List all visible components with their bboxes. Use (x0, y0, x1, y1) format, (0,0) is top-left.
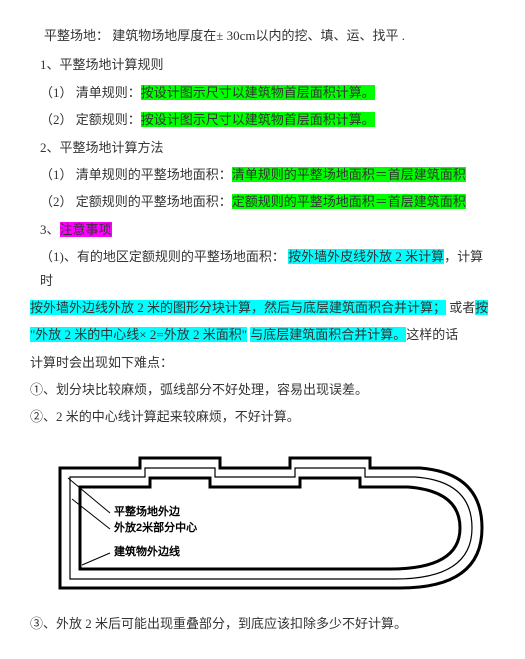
heading-3-prefix: 3、 (40, 222, 60, 237)
note-2a: 按外墙外边线外放 2 米的图形分块计算， (30, 300, 264, 315)
note-2c: 或者 (446, 300, 475, 315)
title-prefix: 平整场地： (44, 28, 109, 43)
note-2b: 然后与底层建筑面积合并计算； (264, 300, 446, 315)
note-line-6: ②、2 米的中心线计算起来较麻烦，不好计算。 (30, 405, 495, 428)
note-3b: 与底层建筑面积合并计算。 (250, 327, 406, 342)
rule-1-2-highlight: 按设计图示尺寸以建筑物首层面积计算。 (141, 112, 375, 127)
label-outer: 平整场地外边 (114, 504, 181, 518)
diagram: 平整场地外边 外放2米部分中心 建筑物外边线 (50, 443, 495, 598)
rule-2-2-prefix: （2） 定额规则的平整场地面积： (40, 194, 232, 209)
leader-center (72, 499, 110, 529)
note-line-end: ③、外放 2 米后可能出现重叠部分，到底应该扣除多少不好计算。 (30, 612, 495, 635)
note-1b: 按外墙外皮线外放 2 米计算 (288, 249, 444, 264)
label-center: 外放2米部分中心 (113, 520, 197, 534)
rule-2-1-prefix: （1） 清单规则的平整场地面积： (40, 167, 232, 182)
heading-3: 3、注意事项 (30, 218, 495, 241)
note-3a: "外放 2 米的中心线× 2=外放 2 米面积" (30, 327, 247, 342)
heading-1: 1、平整场地计算规则 (30, 53, 495, 76)
note-2d: 按 (475, 300, 488, 315)
note-line-1: （1)、有的地区定额规则的平整场地面积： 按外墙外皮线外放 2 米计算，计算时 (30, 245, 495, 292)
leader-bldg (82, 553, 110, 565)
rule-1-1-prefix: （1） 清单规则： (40, 85, 141, 100)
note-3c: 这样的话 (406, 327, 458, 342)
leader-outer (68, 478, 110, 513)
rule-2-2-highlight: 定额规则的平整场地面积＝首层建筑面积 (232, 194, 466, 209)
note-line-4: 计算时会出现如下难点： (30, 351, 495, 374)
note-1a: （1)、有的地区定额规则的平整场地面积： (40, 249, 285, 264)
heading-2: 2、平整场地计算方法 (30, 136, 495, 159)
rule-1-1-highlight: 按设计图示尺寸以建筑物首层面积计算。 (141, 85, 375, 100)
rule-2-1-highlight: 清单规则的平整场地面积＝首层建筑面积 (232, 167, 466, 182)
note-line-5: ①、划分块比较麻烦，弧线部分不好处理，容易出现误差。 (30, 378, 495, 401)
heading-3-highlight: 注意事项 (60, 222, 112, 237)
title-rest: 建筑物场地厚度在± 30cm以内的挖、填、运、找平 . (112, 28, 405, 43)
label-bldg: 建筑物外边线 (114, 544, 180, 558)
note-line-2: 按外墙外边线外放 2 米的图形分块计算，然后与底层建筑面积合并计算； 或者按 (30, 296, 495, 319)
note-line-3: "外放 2 米的中心线× 2=外放 2 米面积" 与底层建筑面积合并计算。这样的… (30, 323, 495, 346)
rule-2-2: （2） 定额规则的平整场地面积：定额规则的平整场地面积＝首层建筑面积 (30, 190, 495, 213)
rule-1-2-prefix: （2） 定额规则： (40, 112, 141, 127)
rule-1-1: （1） 清单规则：按设计图示尺寸以建筑物首层面积计算。 (30, 81, 495, 104)
title: 平整场地： 建筑物场地厚度在± 30cm以内的挖、填、运、找平 . (30, 24, 495, 47)
rule-1-2: （2） 定额规则：按设计图示尺寸以建筑物首层面积计算。 (30, 108, 495, 131)
rule-2-1: （1） 清单规则的平整场地面积：清单规则的平整场地面积＝首层建筑面积 (30, 163, 495, 186)
